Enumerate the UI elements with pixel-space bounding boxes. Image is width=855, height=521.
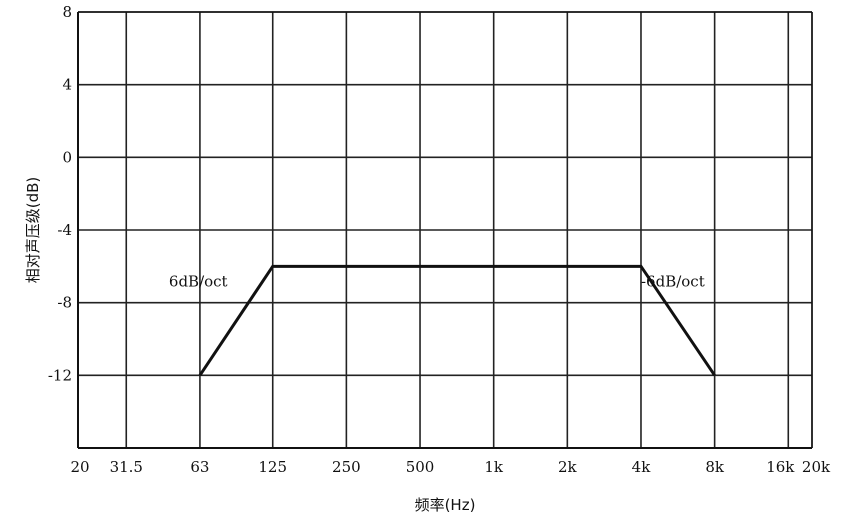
- grid: [77, 11, 813, 448]
- x-tick-label: 31.5: [110, 458, 143, 476]
- x-tick-label: 500: [406, 458, 435, 476]
- x-tick-label: 125: [258, 458, 287, 476]
- y-tick-label: -4: [57, 221, 72, 239]
- y-tick-label: -12: [48, 366, 72, 384]
- x-tick-label: 16k: [766, 458, 795, 476]
- x-tick-labels: 20 31.5 63 125 250 500 1k 2k 4k 8k 16k 20k: [70, 458, 831, 476]
- y-axis-label: 相对声压级(dB): [24, 177, 42, 284]
- y-tick-label: 0: [62, 148, 72, 166]
- x-tick-label: 250: [332, 458, 361, 476]
- x-tick-label: 20: [70, 458, 89, 476]
- y-tick-labels: 8 4 0 -4 -8 -12: [48, 3, 72, 384]
- x-tick-label: 1k: [484, 458, 504, 476]
- annotations: 6dB/oct -6dB/oct: [169, 273, 705, 291]
- y-tick-label: 4: [62, 76, 72, 94]
- annotation-label: 6dB/oct: [169, 273, 228, 291]
- x-tick-label: 63: [190, 458, 209, 476]
- x-tick-label: 20k: [802, 458, 831, 476]
- series-group: [198, 264, 716, 377]
- x-axis-label: 频率(Hz): [415, 496, 476, 514]
- y-tick-label: 8: [62, 3, 72, 21]
- annotation-label: -6dB/oct: [641, 273, 705, 291]
- series-line: [198, 264, 716, 377]
- x-tick-label: 2k: [558, 458, 578, 476]
- x-tick-label: 4k: [632, 458, 652, 476]
- x-tick-label: 8k: [705, 458, 725, 476]
- plot-frame: [77, 11, 813, 449]
- y-tick-label: -8: [57, 294, 72, 312]
